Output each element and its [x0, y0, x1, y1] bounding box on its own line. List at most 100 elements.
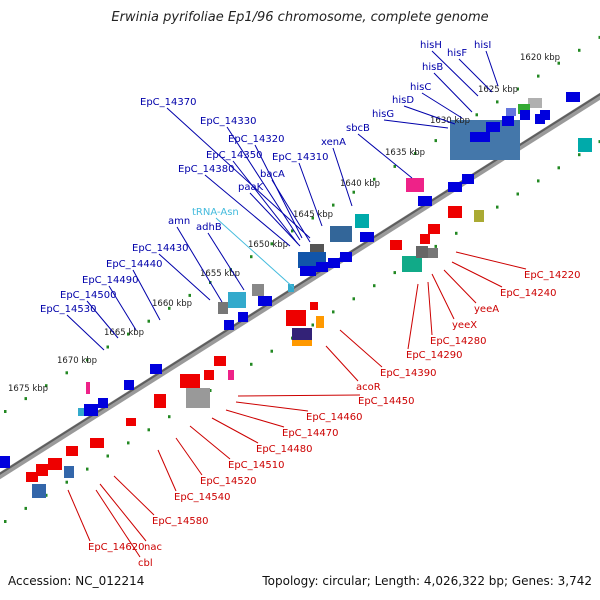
gene-feature[interactable]	[406, 178, 424, 192]
gene-label-reverse[interactable]: EpC_14480	[256, 444, 312, 455]
gene-feature[interactable]	[86, 382, 90, 394]
gene-feature[interactable]	[520, 110, 530, 120]
gene-feature[interactable]	[252, 284, 264, 296]
gene-feature[interactable]	[214, 356, 226, 366]
gene-feature[interactable]	[420, 234, 430, 244]
gene-feature[interactable]	[154, 394, 166, 408]
gene-label-forward[interactable]: bacA	[260, 169, 285, 180]
gene-feature[interactable]	[566, 92, 580, 102]
gene-feature[interactable]	[470, 132, 490, 142]
gene-label-reverse[interactable]: nac	[144, 542, 162, 553]
gene-label-forward[interactable]: hisI	[474, 40, 491, 51]
gene-feature[interactable]	[126, 418, 136, 426]
gene-label-reverse[interactable]: EpC_14510	[228, 460, 284, 471]
gene-feature[interactable]	[218, 302, 228, 314]
gene-feature[interactable]	[98, 398, 108, 408]
gene-feature[interactable]	[502, 116, 514, 126]
gene-feature[interactable]	[518, 104, 530, 114]
gene-feature[interactable]	[428, 248, 438, 258]
gene-feature[interactable]	[48, 458, 62, 470]
gene-feature[interactable]	[224, 320, 234, 330]
gene-label-forward[interactable]: EpC_14530	[40, 304, 96, 315]
gene-label-reverse[interactable]: EpC_14460	[306, 412, 362, 423]
gene-label-forward[interactable]: EpC_14330	[200, 116, 256, 127]
gene-feature[interactable]	[316, 262, 328, 272]
gene-label-reverse[interactable]: EpC_14220	[524, 270, 580, 281]
gene-feature[interactable]	[180, 374, 200, 388]
gene-label-reverse[interactable]: EpC_14580	[152, 516, 208, 527]
gene-feature[interactable]	[32, 484, 46, 498]
gene-feature[interactable]	[528, 98, 542, 108]
gene-feature[interactable]	[258, 296, 272, 306]
gene-feature[interactable]	[26, 472, 38, 482]
gene-label-reverse[interactable]: yeeA	[474, 304, 499, 315]
gene-feature[interactable]	[355, 214, 369, 228]
gene-label-forward[interactable]: EpC_14440	[106, 259, 162, 270]
gene-feature[interactable]	[292, 340, 312, 346]
gene-label-forward[interactable]: EpC_14500	[60, 290, 116, 301]
gene-label-forward[interactable]: EpC_14490	[82, 275, 138, 286]
gene-feature[interactable]	[360, 232, 374, 242]
gene-label-reverse[interactable]: EpC_14240	[500, 288, 556, 299]
gene-label-forward[interactable]: EpC_14380	[178, 164, 234, 175]
gene-label-forward[interactable]: EpC_14310	[272, 152, 328, 163]
gene-feature[interactable]	[78, 408, 84, 416]
gene-label-forward[interactable]: hisD	[392, 95, 414, 106]
gene-label-forward[interactable]: EpC_14350	[206, 150, 262, 161]
gene-feature[interactable]	[0, 456, 10, 468]
gene-feature[interactable]	[390, 240, 402, 250]
gene-feature[interactable]	[150, 364, 162, 374]
gene-feature[interactable]	[90, 438, 104, 448]
gene-label-reverse[interactable]: yeeX	[452, 320, 477, 331]
gene-feature[interactable]	[124, 380, 134, 390]
gene-feature[interactable]	[228, 292, 246, 308]
gene-feature[interactable]	[402, 256, 422, 272]
gene-label-forward[interactable]: hisG	[372, 109, 394, 120]
gene-feature[interactable]	[340, 252, 352, 262]
gene-label-forward[interactable]: xenA	[321, 137, 346, 148]
gene-label-forward[interactable]: hisB	[422, 62, 443, 73]
gene-label-reverse[interactable]: EpC_14390	[380, 368, 436, 379]
gene-feature[interactable]	[448, 206, 462, 218]
gene-label-reverse[interactable]: EpC_14450	[358, 396, 414, 407]
gene-feature[interactable]	[316, 316, 324, 328]
gene-feature[interactable]	[228, 370, 234, 380]
gene-label-reverse[interactable]: EpC_14520	[200, 476, 256, 487]
gene-label-forward[interactable]: hisH	[420, 40, 442, 51]
gene-label-forward[interactable]: EpC_14370	[140, 97, 196, 108]
gene-feature[interactable]	[540, 110, 550, 120]
gene-feature[interactable]	[418, 196, 432, 206]
gene-feature[interactable]	[578, 138, 592, 152]
gene-label-reverse[interactable]: cbl	[138, 558, 153, 569]
gene-feature[interactable]	[204, 370, 214, 380]
gene-feature[interactable]	[462, 174, 474, 184]
gene-feature[interactable]	[36, 464, 48, 476]
gene-label-reverse[interactable]: EpC_14280	[430, 336, 486, 347]
gene-label-forward[interactable]: amn	[168, 216, 190, 227]
gene-feature[interactable]	[428, 224, 440, 234]
gene-feature[interactable]	[64, 466, 74, 478]
gene-feature[interactable]	[474, 210, 484, 222]
gene-label-forward[interactable]: hisC	[410, 82, 431, 93]
gene-feature[interactable]	[448, 182, 462, 192]
gene-feature[interactable]	[286, 310, 306, 326]
gene-label-reverse[interactable]: EpC_14290	[406, 350, 462, 361]
gene-label-forward[interactable]: paaK	[238, 182, 264, 193]
gene-feature[interactable]	[300, 266, 316, 276]
gene-label-forward[interactable]: EpC_14430	[132, 243, 188, 254]
gene-label-forward[interactable]: adhB	[196, 222, 222, 233]
gene-feature[interactable]	[416, 246, 428, 258]
gene-feature[interactable]	[288, 284, 294, 292]
gene-feature[interactable]	[328, 258, 340, 268]
gene-feature[interactable]	[486, 122, 500, 132]
gene-label-forward[interactable]: sbcB	[346, 123, 370, 134]
gene-label-reverse[interactable]: EpC_14540	[174, 492, 230, 503]
gene-label-reverse[interactable]: EpC_14620	[88, 542, 144, 553]
gene-feature[interactable]	[506, 108, 516, 116]
gene-feature[interactable]	[66, 446, 78, 456]
gene-label-forward[interactable]: tRNA-Asn	[192, 207, 239, 218]
gene-feature[interactable]	[330, 226, 352, 242]
gene-label-forward[interactable]: hisF	[447, 48, 467, 59]
gene-feature[interactable]	[238, 312, 248, 322]
gene-label-reverse[interactable]: EpC_14470	[282, 428, 338, 439]
